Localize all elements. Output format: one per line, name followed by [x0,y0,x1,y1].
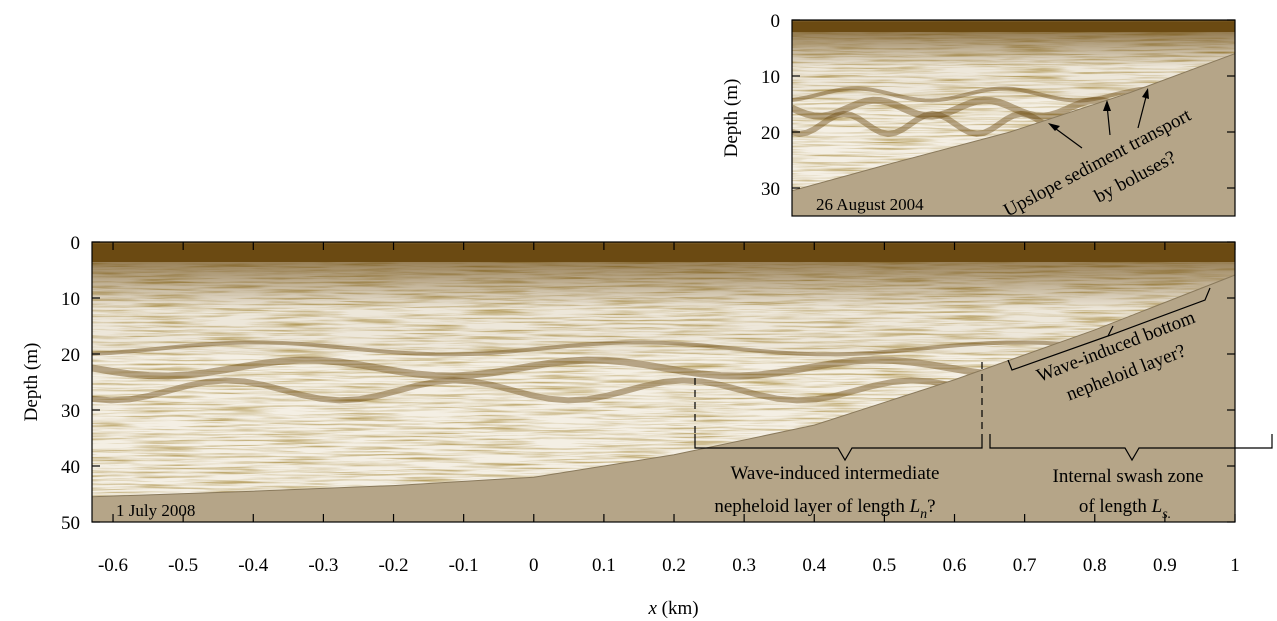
main-panel: 0 10 20 30 40 50 -0.6 -0.5 -0.4 -0.3 -0.2 -0.1 0 0.1 0… [21,233,1273,619]
annotation: Wave-induced intermediate [731,463,940,484]
x-tick-label: -0.6 [98,555,128,576]
x-tick-label: 0.8 [1083,555,1107,576]
x-tick-label: 0.6 [943,555,967,576]
y-tick-label: 10 [61,289,80,310]
x-tick-label: -0.5 [168,555,198,576]
x-tick-label: 0.2 [662,555,686,576]
y-tick-label: 30 [761,179,780,200]
y-tick-label: 40 [61,457,80,478]
arrowheads [1048,88,1149,131]
x-tick-label: 0.1 [592,555,616,576]
dashed [694,362,983,434]
text-part: L [1151,496,1163,517]
plot-area [92,242,1235,522]
annotation: nepheloid layer of length Ln? [714,496,935,522]
plot-area [792,20,1235,216]
y-tick-label: 0 [771,11,781,32]
x-tick-label: 0 [529,555,539,576]
x-tick-label: 0.4 [802,555,826,576]
x-tick-label: -0.1 [449,555,479,576]
bracket [1007,287,1211,371]
seabed [92,274,1235,522]
scattering-layer [92,340,1235,357]
x-axis-label: x (km) [647,598,698,619]
bracket [989,434,1273,462]
x-tick-label: 0.3 [732,555,756,576]
y-axis-label: Depth (m) [21,343,42,422]
x-tick-label: -0.2 [378,555,408,576]
text-part: (km) [657,598,699,619]
y-tick-label: 20 [61,345,80,366]
text-part: n [920,507,927,522]
date-label: 26 August 2004 [816,195,924,214]
surface-band [92,244,1235,262]
y-tick-label: 20 [761,123,780,144]
surface-band [792,22,1235,32]
text-part: x [647,598,657,619]
x-tick-label: -0.3 [308,555,338,576]
bracket [694,434,983,462]
axes-frame [91,241,1236,523]
y-tick-label: 10 [761,67,780,88]
text-part: s. [1162,507,1171,522]
x-tick-label: 0.5 [873,555,897,576]
x-tick-label: 0.7 [1013,555,1037,576]
y-axis-label: Depth (m) [721,79,742,158]
text-part: L [909,496,921,517]
date-label: 1 July 2008 [116,501,195,520]
seabed [792,53,1235,216]
text-part: nepheloid layer of length [714,496,909,517]
text-part: ? [927,496,935,517]
x-tick-label: 1 [1230,555,1240,576]
x-tick-label: -0.4 [238,555,269,576]
annotation: of length Ls. [1079,496,1171,522]
x-tick-label: 0.9 [1153,555,1177,576]
annotation: Internal swash zone [1053,466,1204,487]
text-part: of length [1079,496,1152,517]
y-tick-label: 30 [61,401,80,422]
axes-frame [791,19,1236,217]
y-tick-label: 0 [71,233,81,254]
y-tick-label: 50 [61,513,80,534]
